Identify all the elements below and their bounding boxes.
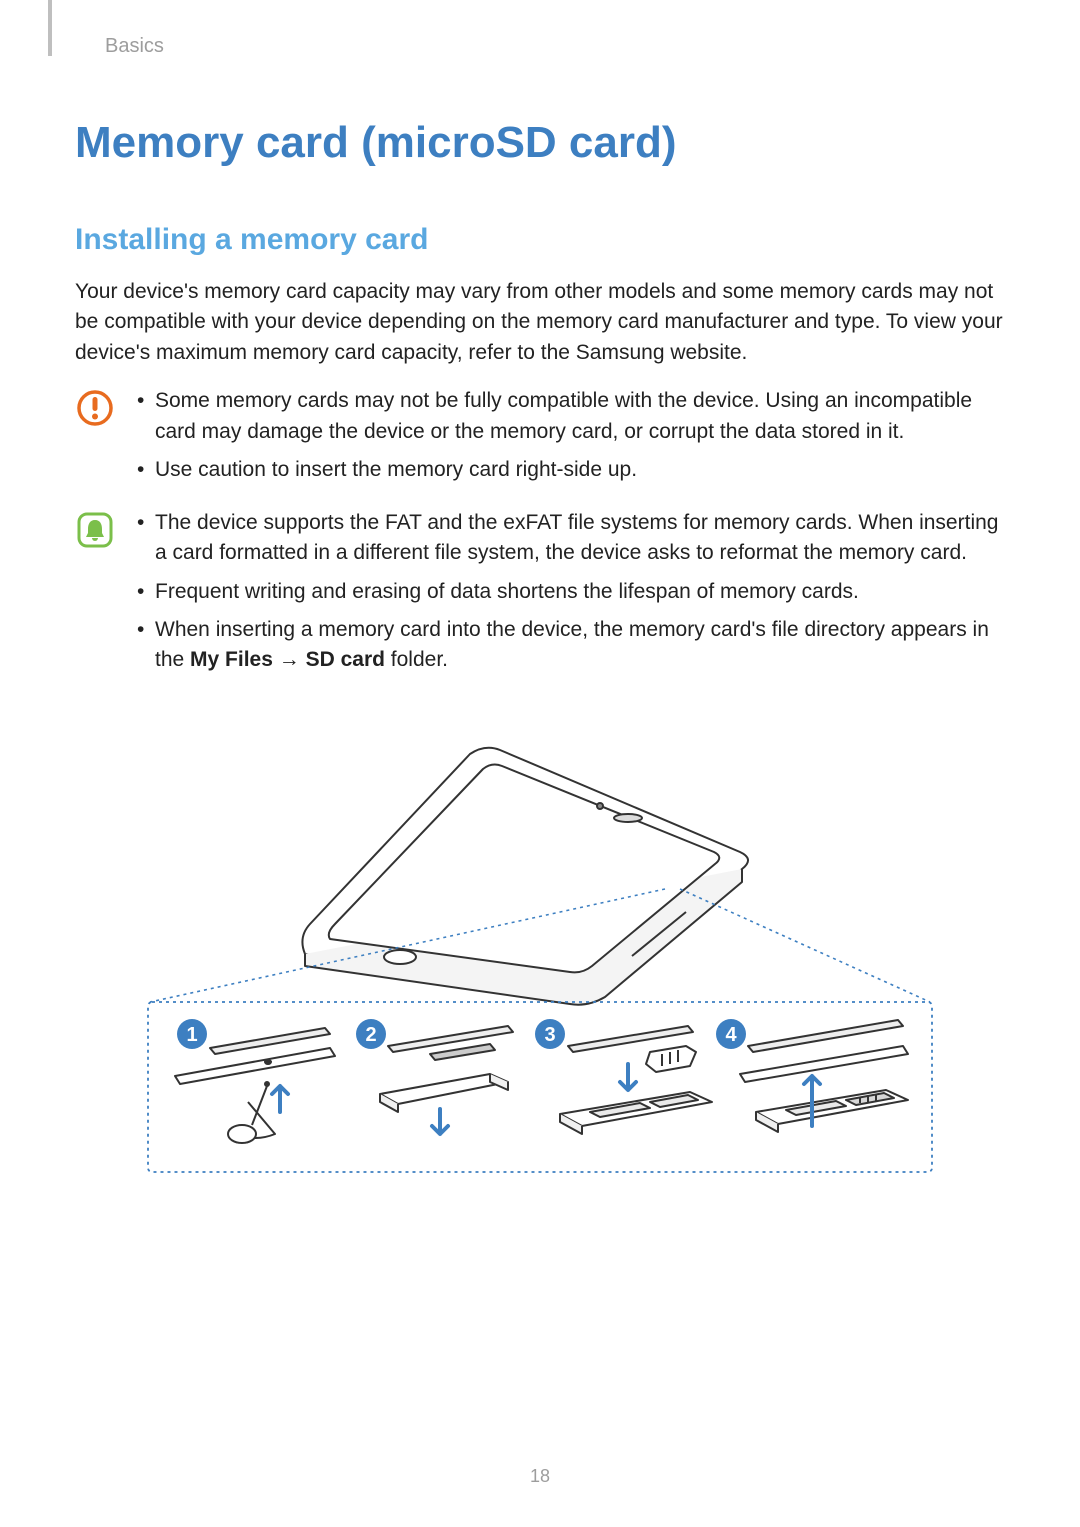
- badge-2-label: 2: [365, 1024, 376, 1046]
- step-badge-3: 3: [535, 1019, 565, 1049]
- badge-3-label: 3: [544, 1024, 555, 1046]
- info-bell-icon: [75, 510, 115, 550]
- info-item-bold: SD card: [306, 648, 385, 671]
- page-number: 18: [0, 1466, 1080, 1487]
- intro-paragraph: Your device's memory card capacity may v…: [75, 277, 1005, 368]
- page-title: Memory card (microSD card): [75, 118, 1005, 168]
- warning-item: Some memory cards may not be fully compa…: [137, 386, 1005, 447]
- install-diagram: 1 2 3 4: [130, 714, 950, 1184]
- callout-line: [680, 889, 930, 1002]
- step-2-illustration: [380, 1026, 513, 1134]
- info-item: When inserting a memory card into the de…: [137, 615, 1005, 676]
- arrow-glyph: →: [273, 648, 306, 671]
- warning-list: Some memory cards may not be fully compa…: [137, 386, 1005, 493]
- phone-illustration: [302, 748, 748, 1005]
- info-item-bold: My Files: [190, 648, 273, 671]
- badge-1-label: 1: [186, 1024, 197, 1046]
- step-badge-2: 2: [356, 1019, 386, 1049]
- info-list: The device supports the FAT and the exFA…: [137, 508, 1005, 684]
- badge-4-label: 4: [725, 1024, 737, 1046]
- warning-exclamation-icon: [75, 388, 115, 428]
- warning-item: Use caution to insert the memory card ri…: [137, 455, 1005, 485]
- breadcrumb: Basics: [105, 35, 1005, 58]
- section-subtitle: Installing a memory card: [75, 223, 1005, 257]
- page-container: Basics Memory card (microSD card) Instal…: [0, 0, 1080, 1527]
- info-item: The device supports the FAT and the exFA…: [137, 508, 1005, 569]
- step-3-illustration: [560, 1026, 712, 1134]
- step-4-illustration: [740, 1020, 908, 1132]
- info-item: Frequent writing and erasing of data sho…: [137, 577, 1005, 607]
- section-tab-mark: [48, 0, 52, 56]
- diagram-container: 1 2 3 4: [75, 714, 1005, 1184]
- step-badge-4: 4: [716, 1019, 746, 1049]
- info-item-suffix: folder.: [385, 648, 448, 671]
- step-badge-1: 1: [177, 1019, 207, 1049]
- info-block: The device supports the FAT and the exFA…: [75, 508, 1005, 684]
- warning-block: Some memory cards may not be fully compa…: [75, 386, 1005, 493]
